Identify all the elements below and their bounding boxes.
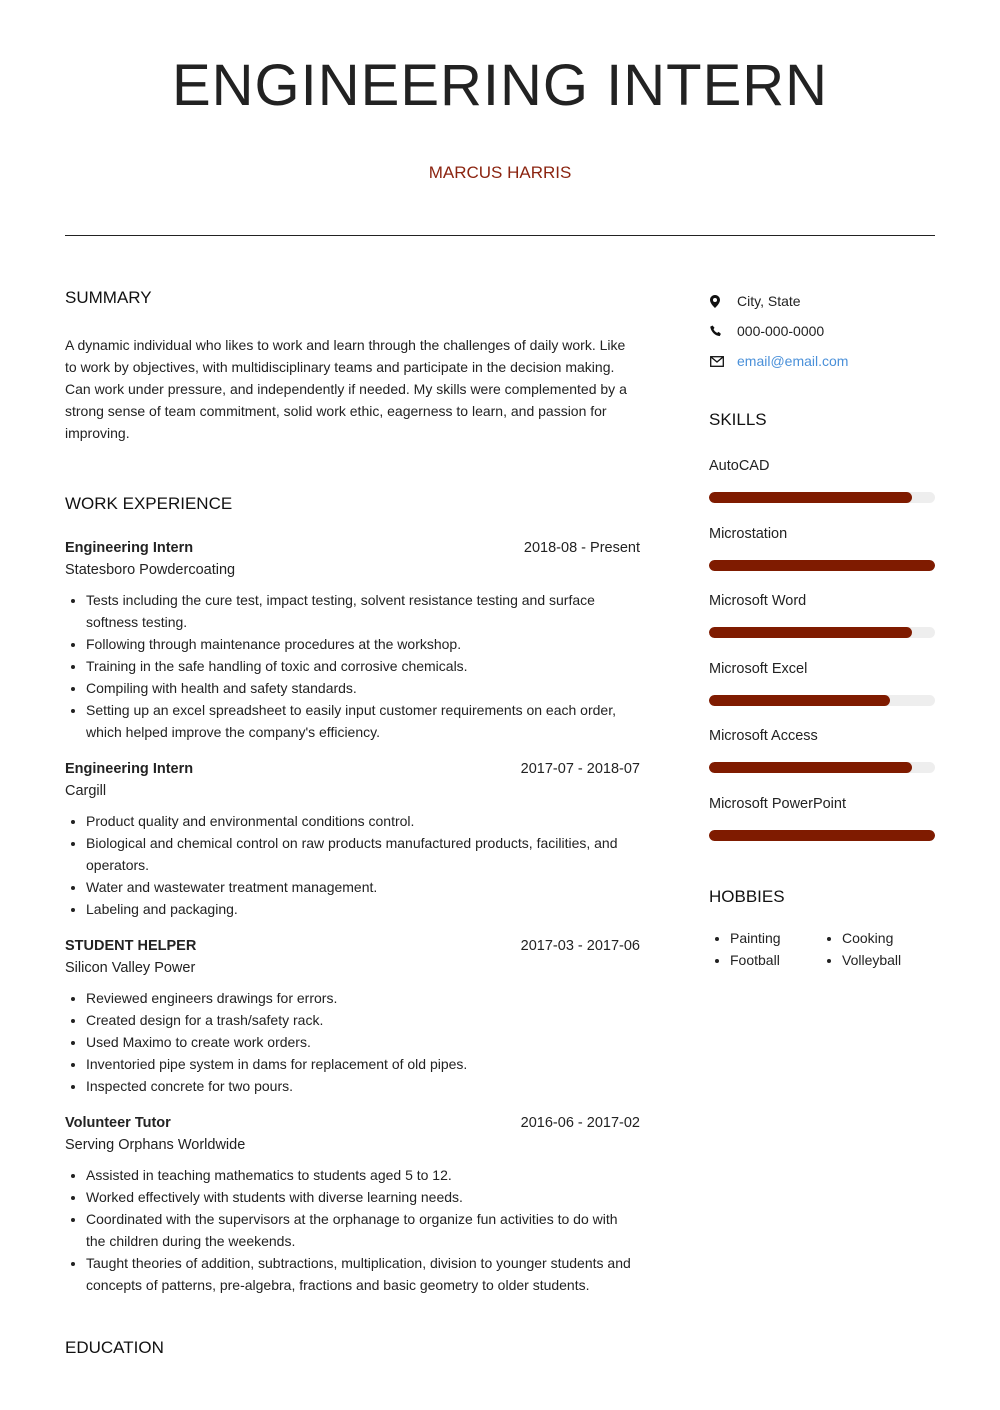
job-duty: Created design for a trash/safety rack.: [86, 1009, 640, 1031]
job-duty: Setting up an excel spreadsheet to easil…: [86, 699, 640, 743]
job-duty: Used Maximo to create work orders.: [86, 1031, 640, 1053]
job-duties: Product quality and environmental condit…: [65, 810, 640, 920]
resume-title: ENGINEERING INTERN: [171, 53, 829, 118]
contact-phone: 000-000-0000: [709, 316, 935, 346]
skill-item: Microsoft Access: [709, 728, 935, 796]
job-header: Engineering Intern 2017-07 - 2018-07: [65, 761, 640, 777]
hobby-item: Painting: [730, 927, 842, 949]
job-entry: STUDENT HELPER 2017-03 - 2017-06 Silicon V…: [65, 938, 640, 1097]
job-duties: Assisted in teaching mathematics to stud…: [65, 1164, 640, 1296]
skill-bar-fill: [709, 762, 913, 773]
job-entry: Engineering Intern 2018-08 - Present State…: [65, 540, 640, 743]
job-duties: Reviewed engineers drawings for errors.C…: [65, 987, 640, 1097]
job-duty: Coordinated with the supervisors at the …: [86, 1208, 640, 1252]
job-duty: Worked effectively with students with di…: [86, 1186, 640, 1208]
hobby-item: Cooking: [842, 927, 954, 949]
skill-name: Microsoft PowerPoint: [709, 795, 846, 812]
skill-bar: [709, 762, 935, 773]
phone-text: 000-000-0000: [737, 323, 825, 339]
hobby-item: Volleyball: [842, 949, 954, 971]
header-divider: [65, 235, 935, 236]
job-duty: Compiling with health and safety standar…: [86, 677, 640, 699]
job-title: Engineering Intern: [65, 540, 194, 556]
skill-bar: [709, 829, 935, 841]
envelope-icon: [709, 355, 737, 367]
education-heading: EDUCATION: [65, 1338, 164, 1357]
skill-bar-fill: [709, 559, 935, 571]
skill-name: Microsoft Excel: [709, 660, 808, 677]
skill-item: Microstation: [709, 526, 935, 594]
job-duty: Biological and chemical control on raw p…: [86, 832, 640, 876]
job-title: Engineering Intern: [65, 761, 194, 777]
job-duty: Training in the safe handling of toxic a…: [86, 655, 640, 677]
job-entry: Engineering Intern 2017-07 - 2018-07 Cargi…: [65, 761, 640, 920]
email-link[interactable]: email@email.com: [737, 353, 849, 369]
candidate-name: MARCUS HARRIS: [428, 163, 572, 182]
skill-item: Microsoft Word: [709, 593, 935, 661]
skill-item: Microsoft PowerPoint: [709, 796, 935, 864]
job-duty: Reviewed engineers drawings for errors.: [86, 987, 640, 1009]
hobbies-section: HOBBIES PaintingCookingFootballVolleybal…: [709, 887, 935, 971]
job-dates: 2018-08 - Present: [523, 540, 640, 556]
skill-bar-fill: [709, 492, 913, 503]
job-duty: Product quality and environmental condit…: [86, 810, 640, 832]
phone-icon: [709, 325, 737, 337]
job-dates: 2017-07 - 2018-07: [520, 761, 640, 777]
skill-name: Microsoft Access: [709, 728, 818, 744]
contact-email: email@email.com: [709, 346, 935, 376]
job-duty: Assisted in teaching mathematics to stud…: [86, 1164, 640, 1186]
job-company: Silicon Valley Power: [65, 960, 196, 976]
hobbies-heading: HOBBIES: [709, 887, 785, 906]
job-duty: Taught theories of addition, subtraction…: [86, 1252, 640, 1296]
job-entry: Volunteer Tutor 2016-06 - 2017-02 Serving …: [65, 1115, 640, 1296]
skills-heading: SKILLS: [709, 410, 767, 429]
map-pin-icon: [709, 294, 737, 308]
skill-bar-fill: [709, 829, 935, 841]
job-dates: 2017-03 - 2017-06: [520, 938, 640, 954]
skill-bar: [709, 492, 935, 503]
hobby-item: Football: [730, 949, 842, 971]
sidebar: City, State 000-000-0000 email@email.com…: [709, 286, 935, 971]
job-duty: Labeling and packaging.: [86, 898, 640, 920]
skill-list: AutoCAD Microstation Microsoft Word Microso…: [709, 458, 935, 863]
job-list: Engineering Intern 2018-08 - Present State…: [65, 540, 640, 1296]
skill-name: Microstation: [709, 525, 788, 542]
job-company: Serving Orphans Worldwide: [65, 1137, 246, 1153]
location-text: City, State: [737, 293, 801, 309]
skill-bar: [709, 627, 935, 638]
job-company: Cargill: [65, 783, 107, 799]
job-duty: Inspected concrete for two pours.: [86, 1075, 640, 1097]
job-duties: Tests including the cure test, impact te…: [65, 589, 640, 743]
summary-heading: SUMMARY: [65, 288, 152, 307]
skill-item: Microsoft Excel: [709, 661, 935, 729]
skill-bar-fill: [709, 694, 890, 706]
work-heading: WORK EXPERIENCE: [65, 494, 233, 513]
job-duty: Inventoried pipe system in dams for repl…: [86, 1053, 640, 1075]
summary-text: A dynamic individual who likes to work a…: [65, 337, 627, 441]
job-duty: Water and wastewater treatment managemen…: [86, 876, 640, 898]
hobby-list: PaintingCookingFootballVolleyball: [709, 927, 935, 971]
job-company: Statesboro Powdercoating: [65, 562, 236, 578]
contact-location: City, State: [709, 286, 935, 316]
job-header: Engineering Intern 2018-08 - Present: [65, 540, 640, 556]
job-header: STUDENT HELPER 2017-03 - 2017-06: [65, 938, 640, 954]
skill-bar: [709, 694, 935, 706]
skill-item: AutoCAD: [709, 458, 935, 526]
skill-name: Microsoft Word: [709, 593, 807, 609]
job-duty: Following through maintenance procedures…: [86, 633, 640, 655]
job-title: Volunteer Tutor: [65, 1115, 171, 1131]
job-title: STUDENT HELPER: [65, 938, 197, 954]
skill-name: AutoCAD: [709, 458, 770, 474]
job-header: Volunteer Tutor 2016-06 - 2017-02: [65, 1115, 640, 1131]
main-column: SUMMARY A dynamic individual who likes t…: [65, 288, 640, 1384]
job-dates: 2016-06 - 2017-02: [520, 1115, 640, 1131]
skill-bar-fill: [709, 627, 913, 638]
skill-bar: [709, 559, 935, 571]
skills-section: SKILLS AutoCAD Microstation Microsoft Word…: [709, 410, 935, 863]
job-duty: Tests including the cure test, impact te…: [86, 589, 640, 633]
